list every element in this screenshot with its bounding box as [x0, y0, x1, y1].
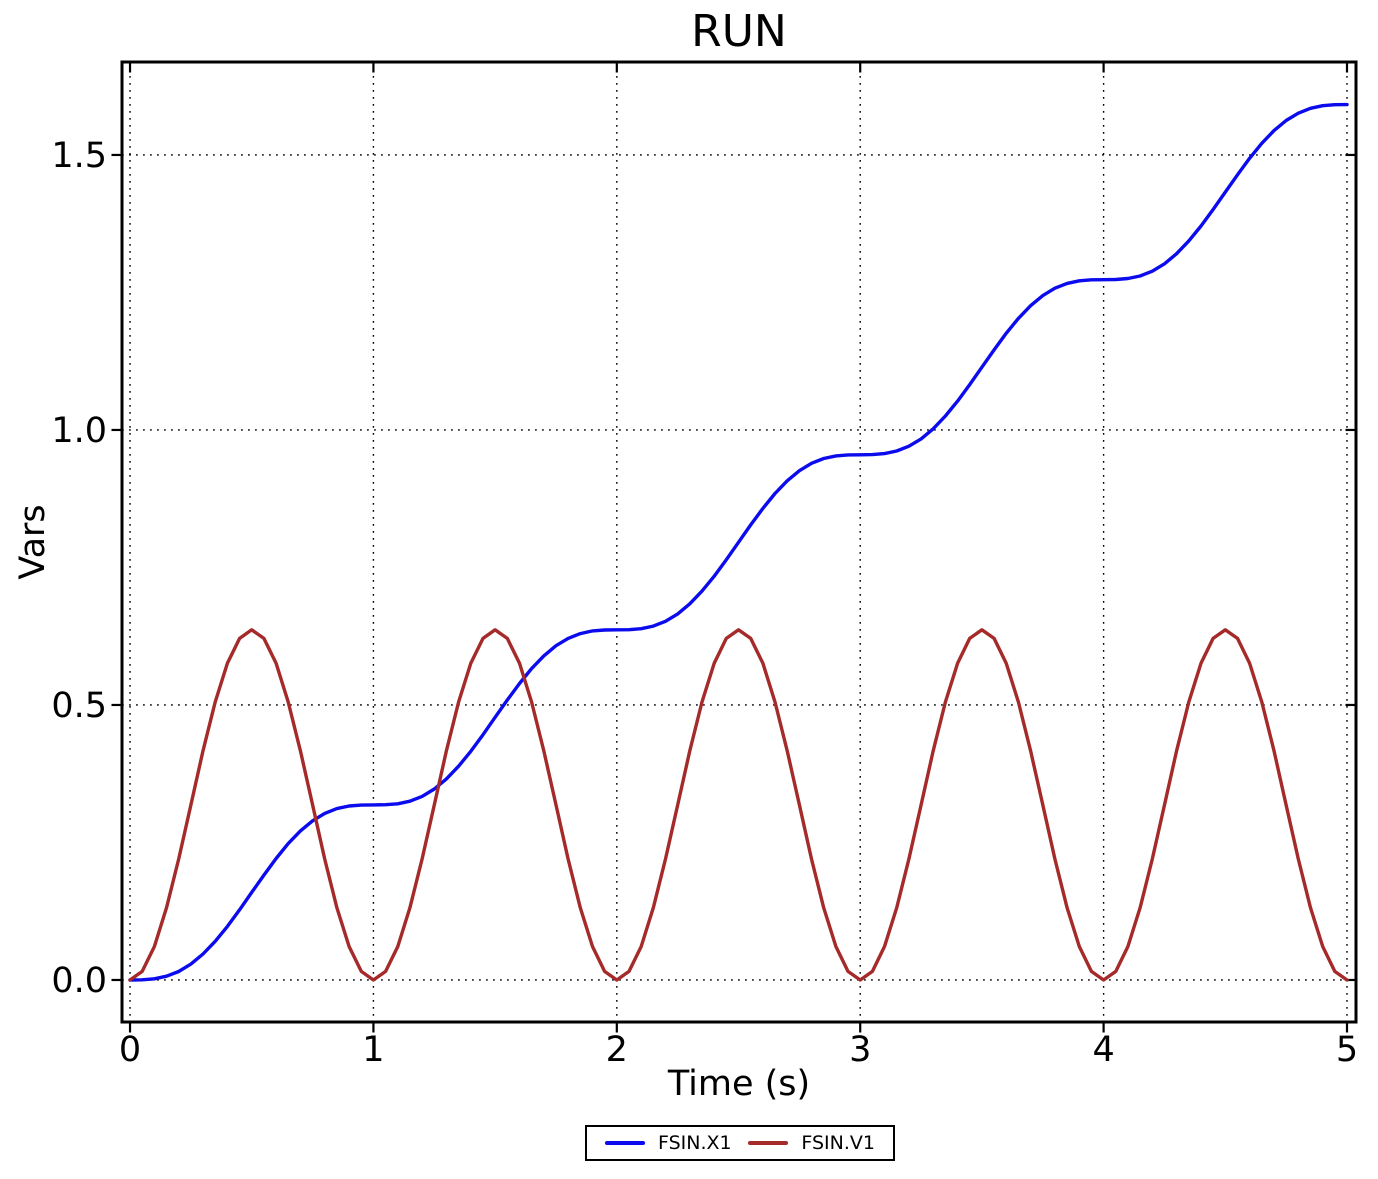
x-tick-label: 4 — [1092, 1030, 1114, 1070]
legend: FSIN.X1 FSIN.V1 — [585, 1125, 895, 1161]
x-tick-label: 0 — [119, 1030, 141, 1070]
y-tick-label: 0.5 — [51, 686, 107, 726]
y-tick-label: 1.0 — [51, 411, 107, 451]
legend-item-fsin-x1: FSIN.X1 — [605, 1132, 732, 1154]
x-tick-label: 3 — [849, 1030, 871, 1070]
legend-label-fsin-v1: FSIN.V1 — [801, 1132, 875, 1154]
series-line-fsin-x1 — [128, 102, 1349, 982]
series-line-fsin-v1 — [128, 628, 1349, 982]
y-tick-label: 1.5 — [51, 136, 107, 176]
legend-line-sample-fsin-v1 — [748, 1141, 789, 1145]
chart-title: RUN — [691, 6, 787, 57]
legend-item-fsin-v1: FSIN.V1 — [748, 1132, 875, 1154]
x-tick-label: 5 — [1336, 1030, 1358, 1070]
y-axis-label: Vars — [13, 504, 53, 580]
plot-frame — [120, 60, 1358, 1024]
legend-line-sample-fsin-x1 — [605, 1141, 645, 1145]
y-tick-label: 0.0 — [51, 961, 107, 1001]
x-axis-label: Time (s) — [667, 1064, 811, 1104]
legend-label-fsin-x1: FSIN.X1 — [658, 1132, 732, 1154]
x-tick-label: 2 — [606, 1030, 628, 1070]
x-tick-label: 1 — [362, 1030, 384, 1070]
